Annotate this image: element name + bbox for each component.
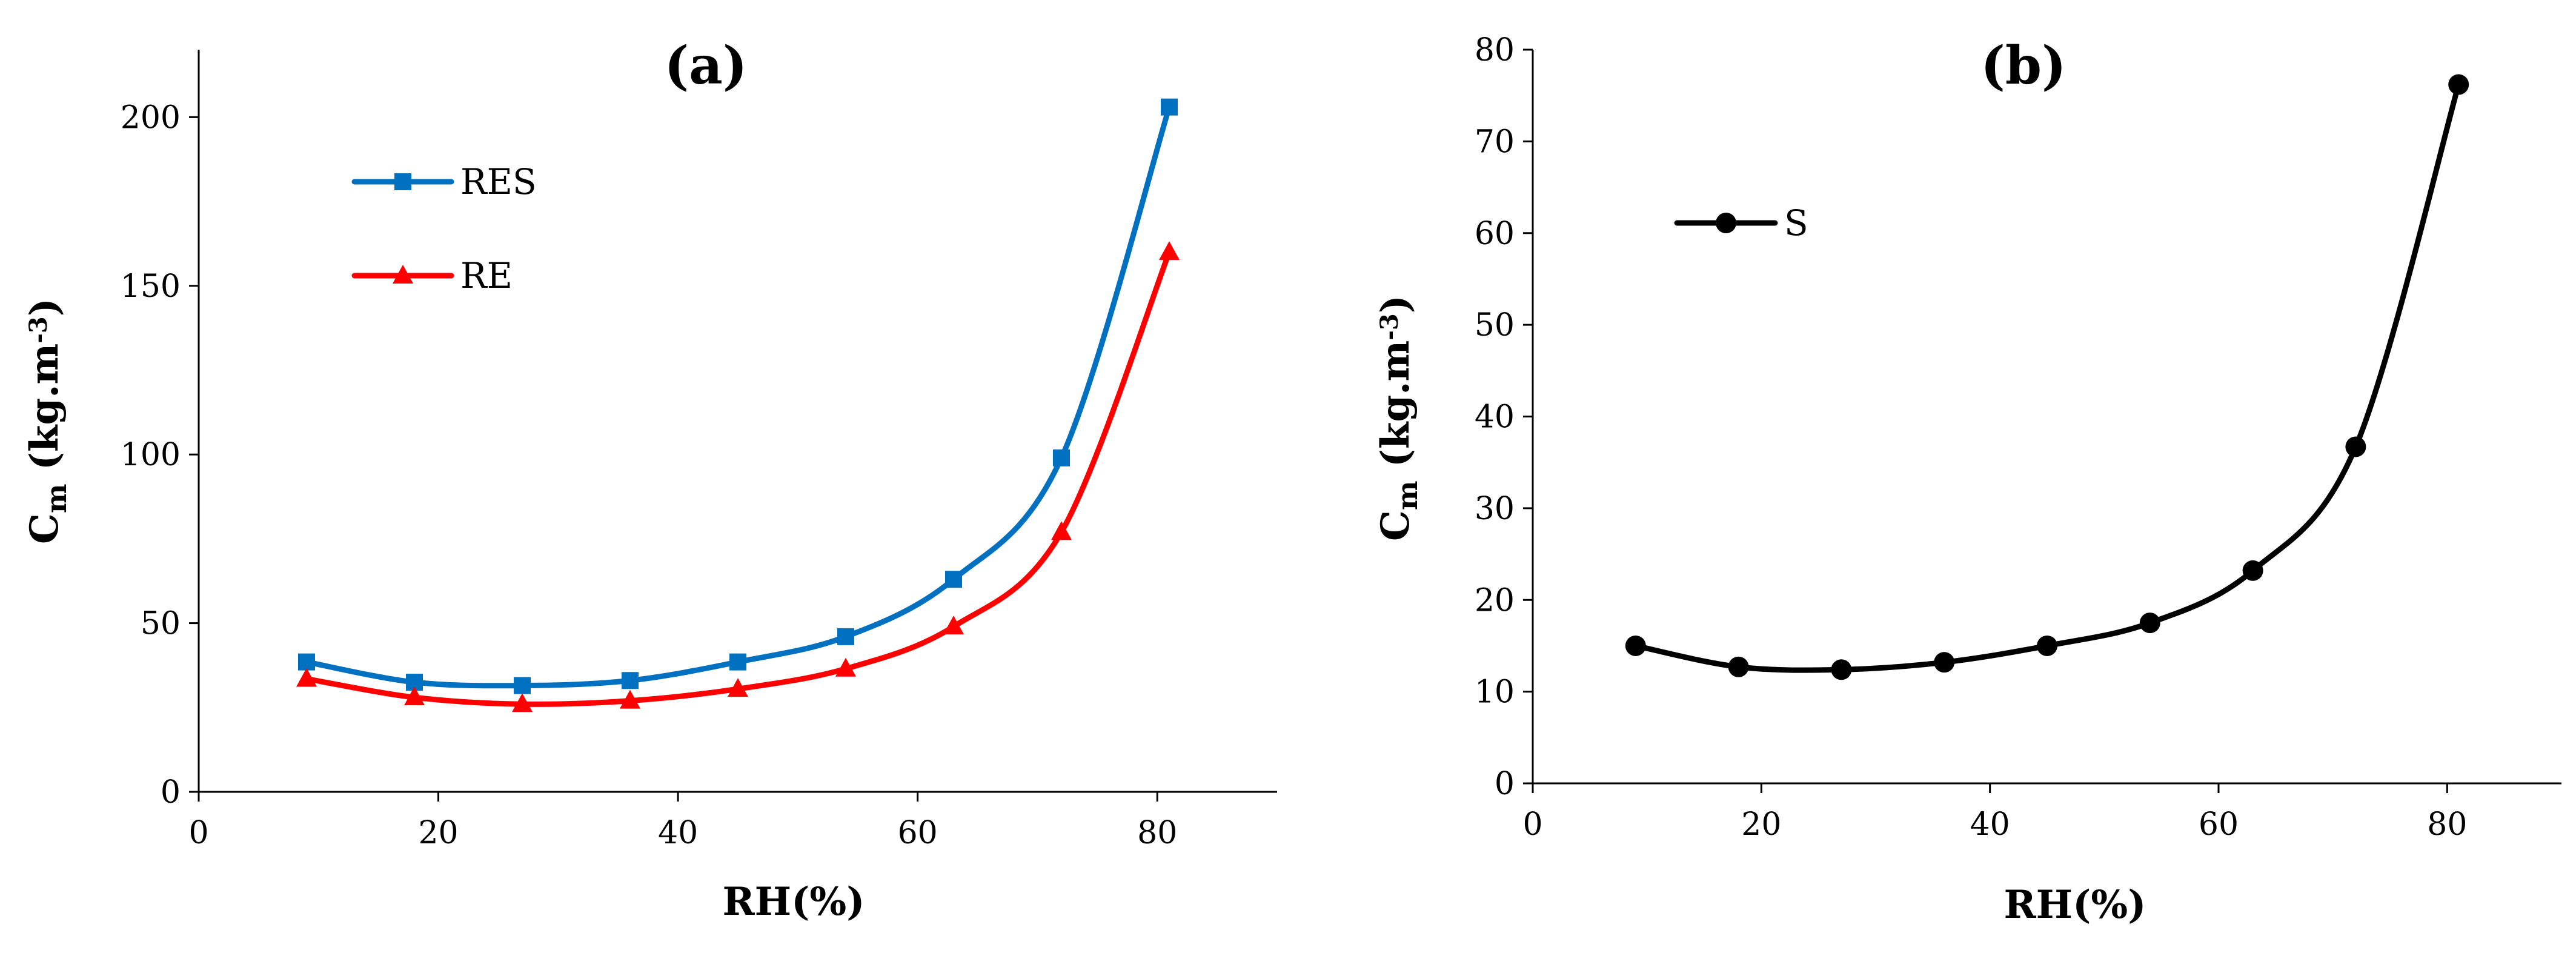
y-tick-label: 0 bbox=[1495, 766, 1515, 802]
data-point-re bbox=[835, 657, 856, 677]
legend-marker-re bbox=[393, 265, 413, 284]
y-axis-label-part: ) bbox=[1373, 295, 1418, 313]
data-point-s bbox=[2242, 560, 2263, 581]
data-point-s bbox=[2345, 436, 2366, 457]
data-point-res bbox=[298, 653, 315, 671]
legend-label-res: RES bbox=[460, 161, 537, 202]
y-tick-label: 150 bbox=[121, 268, 181, 305]
data-point-res bbox=[1161, 98, 1178, 116]
x-tick-label: 40 bbox=[658, 815, 698, 851]
y-tick-label: 100 bbox=[121, 437, 181, 473]
data-point-res bbox=[622, 672, 639, 689]
y-axis-label: Cm (kg.m-3) bbox=[1373, 295, 1424, 541]
series-line-res bbox=[304, 104, 1172, 689]
data-point-res bbox=[1053, 449, 1070, 467]
legend-label-s: S bbox=[1784, 202, 1808, 244]
chart-title: (a) bbox=[664, 35, 747, 96]
y-axis-label-part: ) bbox=[22, 298, 67, 316]
x-tick-label: 60 bbox=[898, 815, 938, 851]
x-tick-label: 60 bbox=[2199, 806, 2239, 843]
x-tick-label: 80 bbox=[2427, 806, 2467, 843]
y-axis-label-part: (kg.m bbox=[1373, 340, 1418, 481]
data-point-res bbox=[729, 653, 746, 671]
data-point-re bbox=[620, 689, 640, 709]
x-tick-label: 80 bbox=[1137, 815, 1177, 851]
chart-panel-b: 0 10 20 30 40 50 60 70 80 0 20 40 60 80 (b) RH(%) Cm (kg… bbox=[1373, 32, 2561, 928]
x-tick-label: 0 bbox=[1522, 806, 1542, 843]
y-tick-label: 30 bbox=[1475, 491, 1515, 527]
legend-marker-res bbox=[394, 173, 411, 190]
data-point-re bbox=[404, 686, 425, 706]
y-tick-label: 200 bbox=[121, 99, 181, 136]
data-point-s bbox=[1625, 635, 1646, 656]
data-point-res bbox=[945, 571, 962, 588]
data-point-s bbox=[1831, 659, 1852, 680]
y-tick-label: 60 bbox=[1475, 216, 1515, 252]
y-tick-label: 50 bbox=[141, 606, 181, 642]
y-axis-label-part: m bbox=[1391, 480, 1424, 510]
y-axis-label-part: -3 bbox=[1375, 313, 1404, 340]
chart-title: (b) bbox=[1980, 35, 2066, 96]
y-axis-label-part: C bbox=[1373, 510, 1418, 541]
legend-marker-s bbox=[1716, 213, 1736, 233]
y-tick-label: 50 bbox=[1475, 307, 1515, 344]
y-axis-label-part: m bbox=[40, 483, 73, 513]
x-axis-label: RH(%) bbox=[722, 879, 865, 925]
chart-panel-a: 0 50 100 150 200 0 20 40 60 80 (a) RH(%) Cm (kg.m-3)… bbox=[22, 35, 1277, 925]
data-point-re bbox=[943, 616, 964, 635]
data-point-res bbox=[837, 628, 854, 645]
y-tick-label: 70 bbox=[1475, 124, 1515, 160]
x-tick-label: 40 bbox=[1970, 806, 2010, 843]
series-line-s bbox=[1633, 82, 2461, 673]
data-point-s bbox=[1728, 656, 1749, 677]
y-tick-label: 40 bbox=[1475, 399, 1515, 436]
data-point-s bbox=[1934, 652, 1955, 673]
data-point-re bbox=[1051, 521, 1072, 540]
data-point-res bbox=[514, 677, 531, 694]
data-point-re bbox=[1159, 241, 1180, 261]
y-tick-label: 80 bbox=[1475, 32, 1515, 68]
legend-label-re: RE bbox=[460, 255, 513, 296]
data-point-re bbox=[512, 693, 533, 712]
series-line-re bbox=[304, 249, 1172, 707]
data-point-re bbox=[296, 668, 317, 687]
y-tick-label: 0 bbox=[161, 774, 181, 811]
data-point-s bbox=[2037, 635, 2057, 656]
data-point-s bbox=[2448, 74, 2469, 95]
y-tick-label: 10 bbox=[1475, 674, 1515, 711]
y-axis-label-part: (kg.m bbox=[22, 344, 67, 484]
x-tick-label: 20 bbox=[1741, 806, 1781, 843]
y-axis-label: Cm (kg.m-3) bbox=[22, 298, 73, 544]
y-axis-label-part: C bbox=[22, 513, 67, 544]
x-axis-label: RH(%) bbox=[2003, 882, 2146, 928]
y-tick-label: 20 bbox=[1475, 582, 1515, 619]
x-tick-label: 20 bbox=[418, 815, 458, 851]
data-point-s bbox=[2139, 613, 2160, 634]
x-tick-label: 0 bbox=[188, 815, 208, 851]
y-axis-label-part: -3 bbox=[24, 316, 53, 343]
data-point-re bbox=[728, 678, 748, 697]
